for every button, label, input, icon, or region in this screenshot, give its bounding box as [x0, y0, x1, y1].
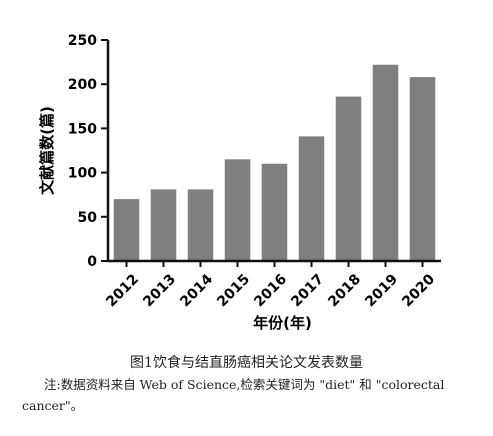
- x-axis-label: 年份(年): [253, 314, 312, 332]
- x-tick-label: 2016: [251, 271, 290, 310]
- bar-2017: [298, 136, 325, 261]
- y-tick-label: 250: [68, 33, 97, 49]
- bar-chart: 0 50 100 150 200 250 201220132014201520162017…: [38, 33, 441, 332]
- x-tick-label: 2019: [362, 271, 401, 310]
- x-tick-label: 2017: [288, 271, 327, 310]
- y-tick-label: 200: [68, 77, 97, 93]
- bar-2014: [187, 189, 214, 261]
- x-tick-label: 2018: [325, 271, 364, 310]
- y-axis-label: 文献篇数(篇): [38, 106, 56, 195]
- figure-caption: 图1饮食与结直肠癌相关论文发表数量: [130, 355, 363, 371]
- bar-2019: [372, 64, 399, 261]
- bar-2015: [224, 159, 251, 261]
- y-axis-ticks: 0 50 100 150 200 250: [68, 33, 108, 270]
- bar-2012: [113, 199, 140, 261]
- y-tick-label: 50: [78, 210, 98, 226]
- y-tick-label: 150: [68, 121, 97, 137]
- figure-note: 注:数据资料来自 Web of Science,检索关键词为 "diet" 和 …: [22, 377, 445, 413]
- bar-2018: [335, 96, 362, 262]
- x-tick-label: 2014: [177, 271, 216, 310]
- y-tick-label: 100: [68, 166, 97, 182]
- x-tick-label: 2020: [399, 271, 438, 310]
- y-tick-label: 0: [87, 254, 97, 270]
- x-tick-label: 2015: [214, 271, 253, 310]
- bar-2020: [409, 77, 436, 262]
- x-tick-label: 2012: [103, 271, 142, 310]
- bar-group: [113, 64, 436, 262]
- x-tick-label: 2013: [140, 271, 179, 310]
- bar-2013: [150, 189, 177, 261]
- bar-2016: [261, 163, 288, 261]
